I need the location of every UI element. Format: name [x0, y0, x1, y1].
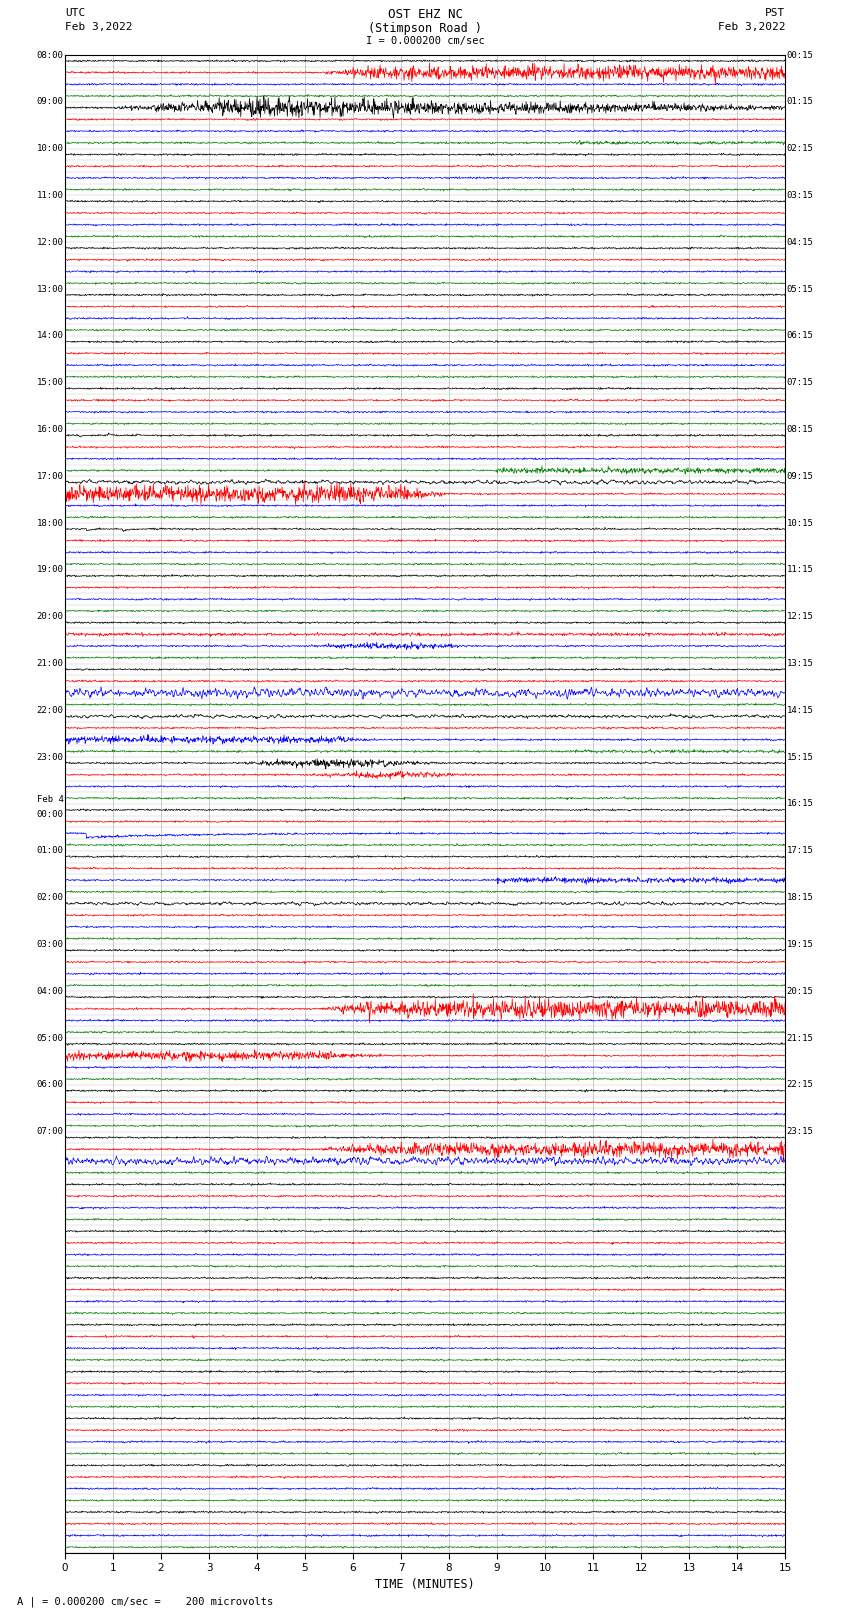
Text: 00:00: 00:00	[37, 810, 64, 819]
Text: 23:00: 23:00	[37, 753, 64, 761]
Text: 04:15: 04:15	[786, 237, 813, 247]
Text: I = 0.000200 cm/sec: I = 0.000200 cm/sec	[366, 35, 484, 47]
Text: 03:00: 03:00	[37, 940, 64, 948]
Text: 22:15: 22:15	[786, 1081, 813, 1089]
Text: 17:15: 17:15	[786, 847, 813, 855]
Text: 02:00: 02:00	[37, 894, 64, 902]
Text: 05:00: 05:00	[37, 1034, 64, 1042]
Text: 21:00: 21:00	[37, 660, 64, 668]
Text: 16:15: 16:15	[786, 800, 813, 808]
Text: 09:00: 09:00	[37, 97, 64, 106]
Text: 06:15: 06:15	[786, 331, 813, 340]
Text: Feb 4: Feb 4	[37, 795, 64, 803]
Text: 01:15: 01:15	[786, 97, 813, 106]
Text: 00:15: 00:15	[786, 50, 813, 60]
Text: 19:15: 19:15	[786, 940, 813, 948]
Text: 10:15: 10:15	[786, 519, 813, 527]
Text: 03:15: 03:15	[786, 190, 813, 200]
Text: 22:00: 22:00	[37, 706, 64, 715]
Text: A | = 0.000200 cm/sec =    200 microvolts: A | = 0.000200 cm/sec = 200 microvolts	[17, 1597, 273, 1607]
Text: 23:15: 23:15	[786, 1127, 813, 1136]
Text: 10:00: 10:00	[37, 144, 64, 153]
Text: 07:15: 07:15	[786, 377, 813, 387]
Text: 04:00: 04:00	[37, 987, 64, 995]
Text: (Stimpson Road ): (Stimpson Road )	[368, 23, 482, 35]
Text: 12:15: 12:15	[786, 613, 813, 621]
Text: Feb 3,2022: Feb 3,2022	[65, 23, 133, 32]
Text: PST: PST	[765, 8, 785, 18]
Text: 08:00: 08:00	[37, 50, 64, 60]
Text: 11:15: 11:15	[786, 566, 813, 574]
Text: Feb 3,2022: Feb 3,2022	[717, 23, 785, 32]
Text: 21:15: 21:15	[786, 1034, 813, 1042]
Text: 18:00: 18:00	[37, 519, 64, 527]
Text: 13:00: 13:00	[37, 284, 64, 294]
Text: 07:00: 07:00	[37, 1127, 64, 1136]
Text: 02:15: 02:15	[786, 144, 813, 153]
Text: 09:15: 09:15	[786, 473, 813, 481]
Text: 12:00: 12:00	[37, 237, 64, 247]
Text: 01:00: 01:00	[37, 847, 64, 855]
Text: 06:00: 06:00	[37, 1081, 64, 1089]
Text: 14:15: 14:15	[786, 706, 813, 715]
Text: 14:00: 14:00	[37, 331, 64, 340]
Text: 08:15: 08:15	[786, 424, 813, 434]
Text: 17:00: 17:00	[37, 473, 64, 481]
Text: 05:15: 05:15	[786, 284, 813, 294]
Text: 16:00: 16:00	[37, 424, 64, 434]
Text: 11:00: 11:00	[37, 190, 64, 200]
Text: 15:15: 15:15	[786, 753, 813, 761]
Text: 20:15: 20:15	[786, 987, 813, 995]
Text: 15:00: 15:00	[37, 377, 64, 387]
Text: 18:15: 18:15	[786, 894, 813, 902]
Text: 20:00: 20:00	[37, 613, 64, 621]
Text: OST EHZ NC: OST EHZ NC	[388, 8, 462, 21]
X-axis label: TIME (MINUTES): TIME (MINUTES)	[375, 1578, 475, 1590]
Text: 19:00: 19:00	[37, 566, 64, 574]
Text: 13:15: 13:15	[786, 660, 813, 668]
Text: UTC: UTC	[65, 8, 85, 18]
